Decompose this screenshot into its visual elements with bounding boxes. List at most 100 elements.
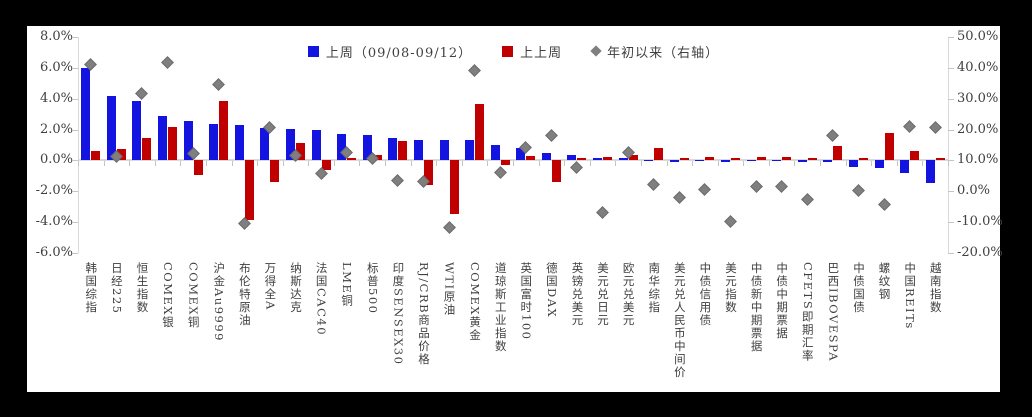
category-tick xyxy=(743,161,745,166)
category-tick xyxy=(768,161,770,166)
category-label: 印度SENSEX30 xyxy=(386,262,410,365)
bar-last-week xyxy=(618,158,628,160)
category-tick xyxy=(180,161,182,166)
category-label: CFETS即期汇率 xyxy=(795,262,819,362)
bar-prev-week xyxy=(756,156,766,160)
right-axis-tick xyxy=(948,222,954,224)
category-label: 巴西IBOVESPA xyxy=(821,262,845,362)
bar-last-week xyxy=(311,129,321,160)
bar-last-week xyxy=(260,127,270,160)
legend-item-last-week: 上周（09/08-09/12） xyxy=(307,42,473,61)
left-axis-tick xyxy=(72,67,78,69)
category-tick xyxy=(257,161,259,166)
category-label-text: 越南指数 xyxy=(928,262,943,314)
category-label: 道琼斯工业指数 xyxy=(488,262,512,353)
category-label: 英国富时100 xyxy=(514,262,538,340)
ytd-diamond xyxy=(545,128,558,142)
category-tick xyxy=(385,161,387,166)
bar-prev-week xyxy=(807,157,817,160)
category-tick xyxy=(205,161,207,166)
bar-prev-week xyxy=(858,157,868,160)
right-axis-tick xyxy=(948,37,954,38)
category-tick xyxy=(538,161,540,166)
ytd-diamond xyxy=(928,121,942,134)
red-square-icon xyxy=(502,45,514,57)
bar-last-week xyxy=(746,160,756,161)
category-tick xyxy=(589,161,591,166)
ytd-diamond xyxy=(647,178,661,192)
ytd-diamond xyxy=(391,173,405,187)
ytd-diamond xyxy=(135,87,149,101)
category-tick xyxy=(231,161,233,166)
ytd-diamond xyxy=(852,184,865,198)
ytd-diamond xyxy=(570,161,584,175)
left-axis-tick xyxy=(72,129,78,131)
category-label-text: 恒生指数 xyxy=(135,262,150,314)
right-axis-label: -10.0% xyxy=(957,214,1003,230)
bar-prev-week xyxy=(705,156,715,160)
ytd-diamond xyxy=(775,179,789,193)
right-axis-label: -20.0% xyxy=(957,245,1003,260)
category-label-text: 标普500 xyxy=(365,262,380,315)
ytd-diamond xyxy=(493,165,507,179)
legend-label-last-week: 上周（09/08-09/12） xyxy=(325,45,473,61)
category-tick xyxy=(410,161,412,166)
category-label: 中国REITs xyxy=(898,262,922,330)
bar-prev-week xyxy=(884,133,894,160)
bar-last-week xyxy=(772,160,782,161)
category-tick xyxy=(717,161,719,166)
gray-diamond-icon xyxy=(590,45,602,57)
category-tick xyxy=(794,161,796,166)
left-axis-tick xyxy=(72,222,78,224)
ytd-diamond xyxy=(212,78,226,91)
bar-prev-week xyxy=(193,160,203,175)
ytd-diamond xyxy=(826,128,840,142)
bar-last-week xyxy=(925,160,935,184)
category-label: 沪金Au9999 xyxy=(207,262,231,342)
category-label: 法国CAC40 xyxy=(309,262,333,336)
category-label-text: 韩国综指 xyxy=(84,262,99,314)
chart-legend: 上周（09/08-09/12） 上上周 年初以来（右轴） xyxy=(27,42,1000,61)
bar-prev-week xyxy=(628,154,638,160)
category-tick xyxy=(103,161,105,166)
category-label-text: COMEX黄金 xyxy=(468,262,483,343)
category-label: 韩国综指 xyxy=(79,262,103,314)
category-tick xyxy=(513,161,514,166)
bar-prev-week xyxy=(168,126,178,160)
bar-prev-week xyxy=(679,157,689,160)
bar-prev-week xyxy=(347,158,357,160)
category-label-text: 美元指数 xyxy=(724,262,738,314)
category-label-text: 布伦特原油 xyxy=(237,262,252,327)
ytd-diamond xyxy=(596,206,609,219)
left-axis-tick xyxy=(72,98,78,100)
category-label: 欧元兑美元 xyxy=(616,262,640,327)
category-label-text: 巴西IBOVESPA xyxy=(826,262,841,362)
bar-last-week xyxy=(413,139,423,160)
right-axis-label: 10.0% xyxy=(957,152,999,168)
left-axis-label: 0.0% xyxy=(39,152,73,168)
category-label-text: 英镑兑美元 xyxy=(570,262,585,327)
category-tick xyxy=(640,161,642,166)
category-label: 万得全A xyxy=(258,262,282,311)
category-tick xyxy=(948,161,949,166)
category-label: 德国DAX xyxy=(539,262,563,318)
category-label-text: 美元兑日元 xyxy=(596,262,611,327)
category-tick xyxy=(487,161,489,166)
bar-last-week xyxy=(695,160,705,161)
left-axis-label: 8.0% xyxy=(39,29,73,44)
right-axis-line xyxy=(948,37,949,253)
category-label-text: 中债新中期票据 xyxy=(749,262,764,353)
bar-last-week xyxy=(183,120,193,160)
bar-last-week xyxy=(874,160,884,169)
bar-prev-week xyxy=(782,156,792,160)
category-tick xyxy=(666,161,668,166)
category-tick xyxy=(896,161,898,166)
blue-square-icon xyxy=(307,45,319,57)
bar-prev-week xyxy=(244,160,254,221)
legend-label-ytd: 年初以来（右轴） xyxy=(607,45,720,61)
bar-prev-week xyxy=(731,158,740,160)
category-label-text: 纳斯达克 xyxy=(289,262,303,314)
bar-prev-week xyxy=(398,141,408,160)
left-axis-line xyxy=(78,37,79,253)
category-tick xyxy=(615,161,617,166)
